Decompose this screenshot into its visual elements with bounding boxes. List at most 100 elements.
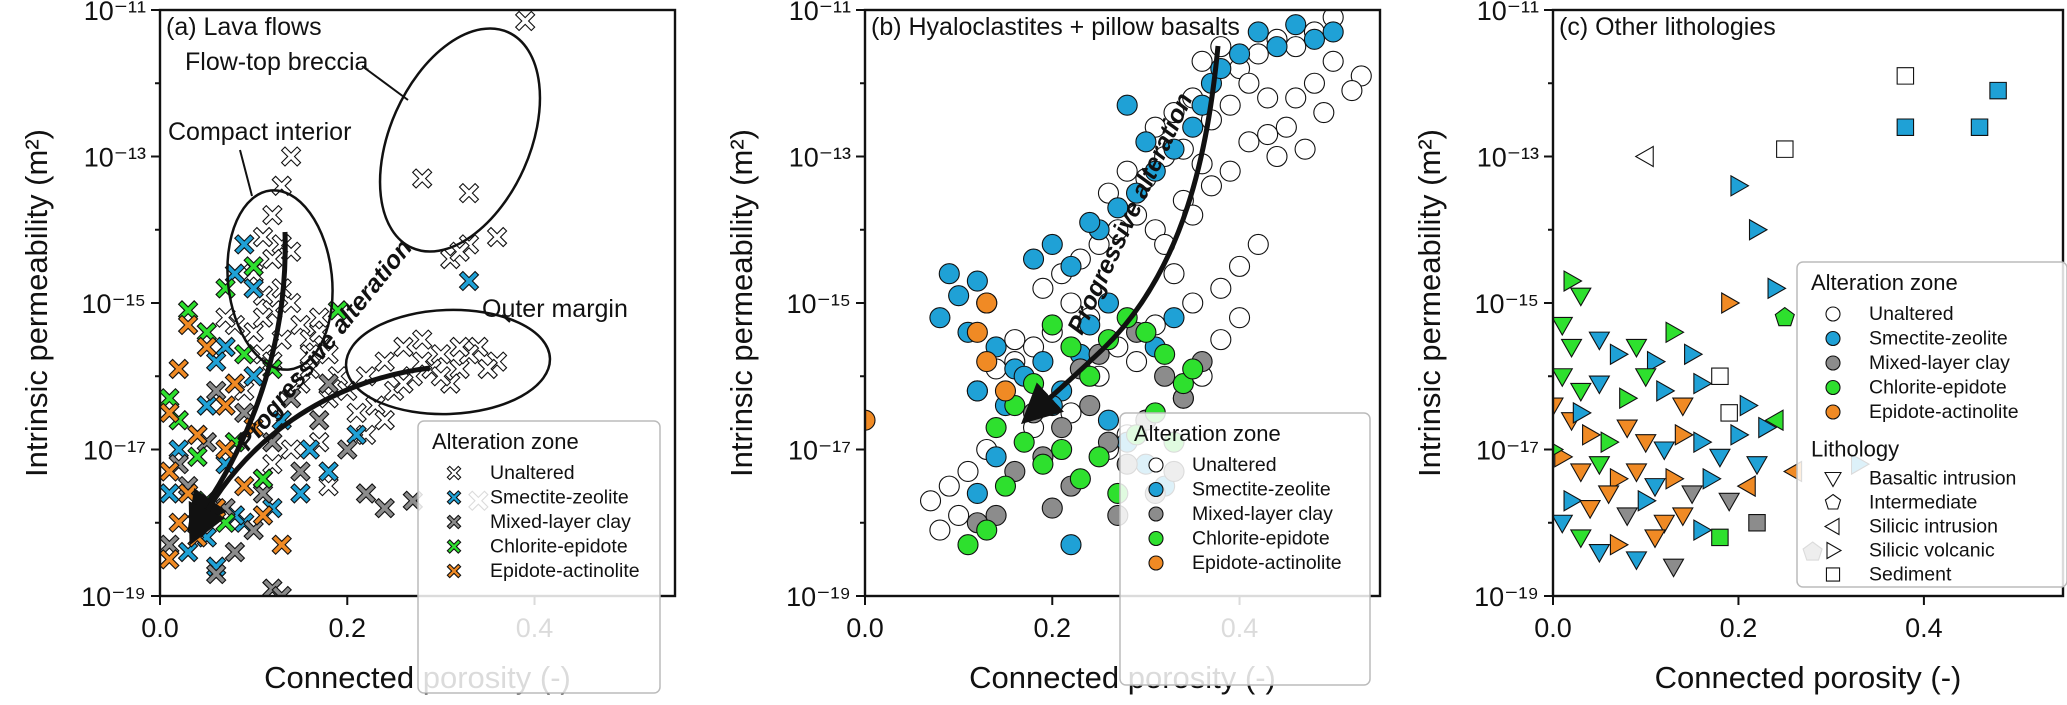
label-outer-margin: Outer margin <box>482 295 628 323</box>
point-mixed-layer-clay <box>205 563 227 585</box>
point-smectite-zeolite-tri-right <box>1758 416 1778 439</box>
legend-label: Chlorite-epidote <box>490 536 628 558</box>
point-smectite-zeolite <box>1022 248 1045 270</box>
point-chlorite-epidote-tri-right <box>1553 443 1565 456</box>
point-smectite-zeolite <box>1079 211 1101 233</box>
point-smectite-zeolite <box>966 270 988 292</box>
panel-lava-flows: Flow-top breccia Compact interior Outer … <box>19 0 677 695</box>
point-smectite-zeolite <box>1135 131 1157 153</box>
point-chlorite-epidote-pentagon <box>1774 306 1795 327</box>
point-smectite-zeolite <box>196 395 218 416</box>
y-tick-label: 10⁻¹⁷ <box>83 436 146 466</box>
point-chlorite-epidote <box>196 322 218 343</box>
point-chlorite-epidote <box>1022 373 1045 395</box>
legend-box <box>417 420 661 694</box>
point-mixed-layer-clay <box>160 534 180 556</box>
point-epidote-actinolite <box>187 424 208 446</box>
point-chlorite-epidote-tri-down <box>1569 529 1592 549</box>
point-unaltered <box>1238 131 1260 153</box>
point-smectite-zeolite-square <box>1896 118 1915 136</box>
legend-title: Alteration zone <box>1811 270 1958 295</box>
point-unaltered <box>1219 160 1241 182</box>
point-smectite-zeolite <box>1097 409 1120 431</box>
point-chlorite-epidote <box>1013 431 1035 453</box>
point-unaltered <box>1257 123 1279 146</box>
point-epidote-actinolite <box>865 409 876 431</box>
point-epidote-actinolite <box>252 505 274 526</box>
point-unaltered <box>449 241 470 263</box>
point-epidote-actinolite-tri-down <box>1671 507 1694 527</box>
point-unaltered <box>374 409 396 431</box>
point-smectite-zeolite <box>929 307 951 329</box>
point-unaltered <box>393 336 414 358</box>
legend-shape <box>1825 567 1841 582</box>
point-unaltered <box>1125 204 1148 226</box>
point-smectite-zeolite <box>177 541 199 563</box>
point-chlorite-epidote-tri-down <box>1569 382 1592 403</box>
point-smectite-zeolite-tri-right <box>1656 379 1676 402</box>
point-unaltered <box>1182 292 1204 314</box>
point-mixed-layer-clay <box>290 461 311 482</box>
panel-other-lithologies: 0.0 0.2 0.4 10⁻¹¹ 10⁻¹³ 10⁻¹⁵ 10⁻¹⁷ 10⁻¹⁹ Connec… <box>1412 0 2067 695</box>
legend-label: Mixed-layer clay <box>1869 352 2010 374</box>
label-progressive-alteration-b: Progressive alteration <box>1062 89 1198 339</box>
x-axis-label: Connected porosity (-) <box>1655 660 1962 695</box>
point-mixed-layer-clay <box>271 585 293 596</box>
point-chlorite-epidote-tri-right <box>1619 387 1639 410</box>
point-epidote-actinolite <box>966 321 988 343</box>
point-smectite-zeolite-tri-right <box>1693 372 1713 395</box>
legend-marker <box>446 465 462 481</box>
point-smectite-zeolite <box>346 424 367 446</box>
point-epidote-actinolite-tri-right <box>1674 423 1694 446</box>
point-smectite-zeolite <box>215 336 236 358</box>
point-epidote-actinolite-tri-left <box>1736 475 1756 498</box>
point-smectite-zeolite <box>1097 292 1120 314</box>
legend-shape <box>1824 471 1842 488</box>
point-unaltered <box>1303 72 1326 94</box>
point-smectite-zeolite-tri-right <box>1702 467 1722 490</box>
point-chlorite-epidote <box>1041 314 1063 336</box>
point-smectite-zeolite-tri-down <box>1746 456 1768 476</box>
legend-marker <box>1825 306 1841 322</box>
y-tick-label: 10⁻¹¹ <box>1477 0 1539 26</box>
point-mixed-layer-clay <box>318 373 339 394</box>
point-smectite-zeolite <box>1032 351 1054 373</box>
label-flow-top-breccia: Flow-top breccia <box>185 48 368 76</box>
point-smectite-zeolite <box>1303 28 1326 50</box>
point-unaltered <box>486 226 508 248</box>
point-smectite-zeolite <box>948 285 970 307</box>
panel-title: (a) Lava flows <box>166 13 322 41</box>
point-unaltered <box>1219 94 1241 116</box>
point-epidote-actinolite-tri-right <box>1609 467 1630 490</box>
point-smectite-zeolite-tri-down <box>1708 448 1731 468</box>
point-unaltered <box>1238 72 1260 94</box>
point-smectite-zeolite <box>1266 36 1288 58</box>
point-chlorite-epidote <box>1135 321 1157 343</box>
point-chlorite-epidote <box>160 387 180 409</box>
leader-flow-top-breccia <box>361 65 409 101</box>
point-mixed-layer-clay-tri-down <box>1662 558 1685 578</box>
legend-label: Epidote-actinolite <box>490 560 640 582</box>
point-unaltered <box>1313 102 1335 124</box>
point-unaltered <box>374 351 396 372</box>
point-epidote-actinolite-tri-down <box>1579 500 1602 520</box>
point-smectite-zeolite-tri-right <box>1572 401 1592 424</box>
point-unaltered <box>1228 307 1251 329</box>
point-smectite-zeolite-tri-down <box>1588 331 1611 351</box>
legend-marker <box>446 539 462 554</box>
point-epidote-actinolite <box>160 402 180 424</box>
label-compact-interior: Compact interior <box>168 118 351 146</box>
point-chlorite-epidote-tri-down <box>1553 368 1574 388</box>
point-smectite-zeolite-tri-right <box>1693 431 1713 454</box>
data-points <box>160 10 536 596</box>
y-tick-label: 10⁻¹³ <box>1477 143 1539 173</box>
point-smectite-zeolite <box>966 380 988 402</box>
legend-label: Smectite-zeolite <box>490 487 629 509</box>
point-epidote-actinolite <box>224 373 246 394</box>
point-smectite-zeolite <box>1107 197 1129 219</box>
point-unaltered <box>1247 233 1269 255</box>
point-smectite-zeolite <box>1060 534 1082 556</box>
point-unaltered <box>430 343 452 365</box>
point-smectite-zeolite <box>1228 43 1251 65</box>
legend-label: Silicic volcanic <box>1869 540 1995 562</box>
